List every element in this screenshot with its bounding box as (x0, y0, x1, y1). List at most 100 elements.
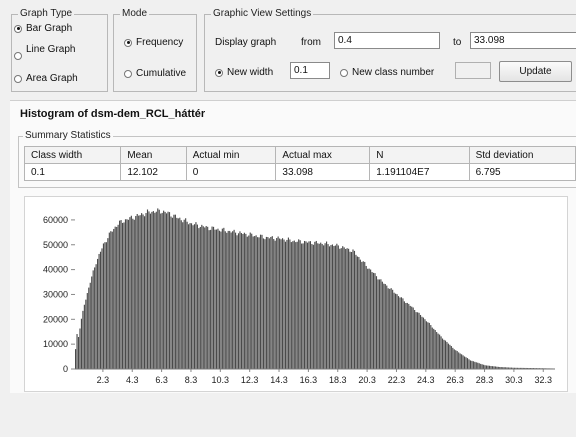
histogram-bar (349, 251, 351, 369)
histogram-bar (427, 322, 429, 369)
histogram-bar (146, 209, 149, 369)
x-tick-label: 32.3 (534, 375, 552, 385)
histogram-bar (262, 238, 265, 369)
histogram-bar (232, 231, 234, 369)
histogram-bar (459, 353, 461, 369)
histogram-bar (303, 240, 306, 369)
new-class-number-radio[interactable]: New class number (340, 67, 434, 78)
histogram-bar (143, 216, 146, 369)
y-tick-label: 0 (63, 364, 68, 374)
histogram-bar (320, 242, 322, 369)
new-width-input[interactable]: 0.1 (290, 62, 330, 79)
histogram-bar (227, 230, 229, 369)
x-tick-label: 6.3 (155, 375, 168, 385)
y-tick-label: 20000 (43, 314, 68, 324)
summary-stats-table: Class width Mean Actual min Actual max N… (23, 146, 576, 181)
histogram-bar (168, 212, 171, 369)
bar-graph-radio-dot[interactable] (14, 24, 22, 33)
histogram-bar (157, 208, 159, 369)
histogram-bar (110, 231, 112, 369)
histogram-bar (279, 238, 281, 369)
summary-stats-legend: Summary Statistics (23, 130, 113, 142)
histogram-bar (342, 246, 344, 369)
x-tick-label: 22.3 (388, 375, 406, 385)
histogram-bar (308, 241, 310, 369)
histogram-bar (240, 233, 243, 369)
histogram-bar (233, 229, 235, 369)
from-input[interactable]: 0.4 (334, 32, 440, 49)
histogram-bar (182, 222, 184, 369)
x-tick-label: 28.3 (476, 375, 494, 385)
header-actual-min: Actual min (185, 146, 277, 164)
histogram-bar (105, 242, 107, 369)
histogram-bar (434, 330, 436, 369)
histogram-bar (359, 259, 361, 369)
histogram-bar (258, 237, 260, 369)
histogram-bar (367, 268, 369, 369)
histogram-bar (296, 241, 298, 369)
histogram-bar (446, 341, 448, 369)
histogram-bar (480, 363, 482, 369)
histogram-bar (468, 359, 470, 369)
histogram-bar (151, 211, 153, 369)
bar-graph-radio[interactable]: Bar Graph (14, 23, 72, 34)
histogram-bar (174, 214, 176, 369)
histogram-bar (111, 231, 113, 369)
histogram-bar (114, 226, 116, 369)
histogram-bar (318, 243, 320, 369)
histogram-bar (99, 251, 102, 369)
frequency-radio-dot[interactable] (124, 38, 132, 47)
header-std-deviation: Std deviation (468, 146, 576, 164)
new-class-number-input[interactable] (455, 62, 491, 79)
new-width-radio-dot[interactable] (215, 68, 223, 77)
new-class-number-radio-dot[interactable] (340, 68, 348, 77)
histogram-bar (116, 226, 118, 369)
cumulative-radio[interactable]: Cumulative (124, 68, 186, 79)
histogram-bar (333, 246, 335, 369)
histogram-bar (317, 243, 319, 369)
line-graph-radio-dot[interactable] (14, 51, 22, 60)
histogram-bar (346, 248, 348, 369)
histogram-bar (396, 294, 398, 369)
histogram-bar (130, 215, 132, 369)
histogram-bar (293, 240, 295, 369)
line-graph-label: Line Graph (26, 44, 76, 55)
cumulative-radio-dot[interactable] (124, 69, 132, 78)
area-graph-radio[interactable]: Area Graph (14, 73, 78, 84)
histogram-bar (443, 339, 445, 369)
histogram-bar (138, 215, 140, 369)
histogram-bar (387, 288, 389, 369)
histogram-bar (204, 227, 206, 369)
histogram-bar (389, 288, 391, 369)
histogram-bar (123, 222, 125, 369)
histogram-bar (82, 310, 84, 369)
histogram-bar (77, 337, 80, 369)
to-input[interactable]: 33.098 (470, 32, 576, 49)
update-button[interactable]: Update (499, 61, 572, 82)
histogram-bar (107, 238, 109, 369)
mode-legend: Mode (120, 8, 150, 20)
histogram-bar (298, 239, 300, 369)
histogram-bar (292, 241, 294, 369)
histogram-bar (422, 317, 425, 369)
histogram-bar (462, 355, 464, 369)
histogram-bar (522, 367, 524, 369)
histogram-bar (276, 238, 278, 369)
new-width-radio[interactable]: New width (215, 67, 273, 78)
area-graph-radio-dot[interactable] (14, 74, 22, 83)
line-graph-radio[interactable]: Line Graph (14, 44, 75, 61)
histogram-bar (160, 213, 162, 369)
frequency-radio[interactable]: Frequency (124, 37, 183, 48)
histogram-bar (406, 302, 408, 369)
histogram-bar (235, 232, 237, 369)
histogram-bar (334, 245, 336, 369)
histogram-bar (190, 223, 193, 369)
histogram-bar (471, 360, 473, 369)
histogram-bar (496, 366, 498, 369)
header-actual-max: Actual max (275, 146, 371, 164)
graph-type-legend: Graph Type (18, 8, 75, 20)
histogram-bar (506, 367, 508, 369)
histogram-bar (148, 211, 150, 369)
histogram-bar (224, 231, 226, 369)
y-tick-label: 30000 (43, 289, 68, 299)
